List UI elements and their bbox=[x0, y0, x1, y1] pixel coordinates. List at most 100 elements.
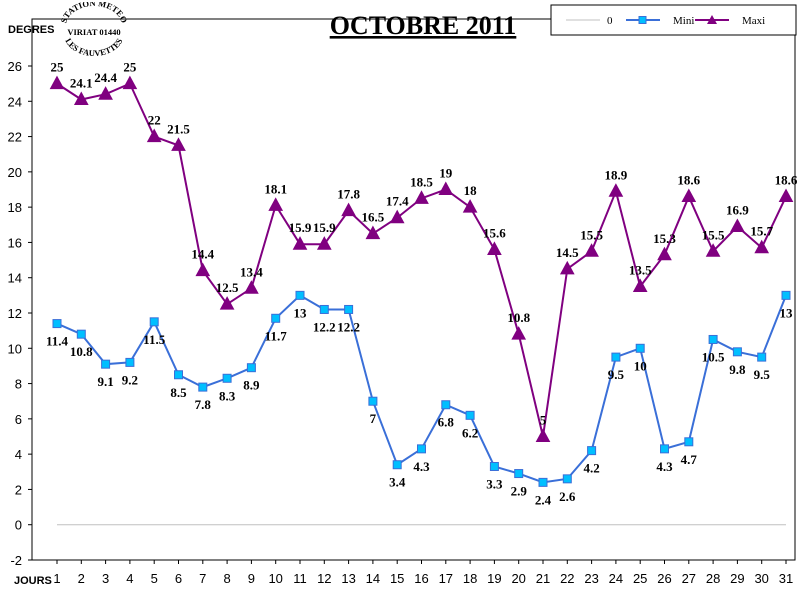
mini-marker bbox=[222, 373, 232, 383]
maxi-marker bbox=[608, 183, 624, 197]
mini-data-label: 12.2 bbox=[337, 319, 360, 334]
maxi-data-label: 15.6 bbox=[483, 225, 506, 240]
maxi-data-label: 12.5 bbox=[216, 280, 239, 295]
x-tick-label: 27 bbox=[682, 571, 696, 586]
x-tick-label: 12 bbox=[317, 571, 331, 586]
mini-marker bbox=[489, 461, 499, 471]
maxi-data-label: 16.9 bbox=[726, 203, 749, 218]
legend-marker bbox=[707, 15, 717, 24]
maxi-marker bbox=[462, 199, 478, 213]
mini-data-label: 10.5 bbox=[702, 349, 725, 364]
x-tick-label: 31 bbox=[779, 571, 793, 586]
y-tick-label: 12 bbox=[8, 306, 22, 321]
maxi-marker bbox=[146, 128, 162, 143]
mini-series-line bbox=[56, 294, 787, 484]
mini-data-label: 8.9 bbox=[243, 378, 260, 393]
mini-marker bbox=[101, 359, 111, 369]
x-tick-label: 20 bbox=[511, 571, 525, 586]
maxi-marker bbox=[754, 239, 770, 254]
mini-marker bbox=[246, 363, 256, 373]
x-tick-label: 8 bbox=[223, 571, 230, 586]
maxi-data-label: 17.4 bbox=[386, 194, 409, 209]
mini-marker bbox=[514, 469, 524, 479]
y-tick-label: 18 bbox=[8, 200, 22, 215]
legend-label: Mini bbox=[673, 15, 694, 27]
mini-data-label: 4.2 bbox=[583, 461, 599, 476]
mini-marker bbox=[319, 304, 329, 314]
mini-data-label: 13 bbox=[780, 305, 794, 320]
x-tick-label: 24 bbox=[609, 571, 623, 586]
maxi-data-label: 18.6 bbox=[775, 173, 798, 188]
x-tick-label: 6 bbox=[175, 571, 182, 586]
legend-marker bbox=[638, 16, 647, 24]
maxi-marker bbox=[122, 75, 138, 90]
y-tick-label: 10 bbox=[8, 341, 22, 356]
y-tick-label: 0 bbox=[15, 518, 22, 533]
y-tick-label: 14 bbox=[8, 271, 22, 286]
mini-marker bbox=[149, 317, 159, 327]
maxi-marker bbox=[438, 181, 454, 195]
mini-data-label: 7 bbox=[370, 411, 377, 426]
mini-data-label: 9.2 bbox=[122, 372, 138, 387]
x-tick-label: 5 bbox=[151, 571, 158, 586]
x-tick-label: 21 bbox=[536, 571, 550, 586]
x-tick-label: 4 bbox=[126, 571, 133, 586]
mini-marker bbox=[295, 290, 305, 300]
maxi-marker bbox=[559, 260, 575, 275]
mini-data-label: 11.7 bbox=[265, 328, 288, 343]
mini-data-label: 12.2 bbox=[313, 319, 336, 334]
x-tick-label: 30 bbox=[754, 571, 768, 586]
mini-marker bbox=[465, 410, 475, 420]
mini-data-label: 4.3 bbox=[413, 459, 430, 474]
maxi-marker bbox=[268, 197, 284, 211]
maxi-data-label: 21.5 bbox=[167, 121, 190, 136]
station-logo: STATION METEO VIRIAT 01440 LES FAUVETTES bbox=[58, 2, 129, 58]
mini-marker bbox=[344, 304, 354, 314]
maxi-data-label: 13.5 bbox=[629, 263, 652, 278]
mini-marker bbox=[684, 437, 694, 447]
maxi-series-line bbox=[56, 82, 787, 437]
maxi-marker bbox=[414, 190, 429, 204]
x-tick-label: 23 bbox=[584, 571, 598, 586]
mini-data-label: 3.4 bbox=[389, 475, 406, 490]
x-axis-label: JOURS bbox=[14, 575, 52, 587]
mini-marker bbox=[635, 343, 645, 353]
maxi-data-label: 15.9 bbox=[313, 220, 336, 235]
x-tick-label: 9 bbox=[248, 571, 255, 586]
maxi-data-label: 16.5 bbox=[362, 210, 385, 225]
mini-data-label: 2.9 bbox=[511, 484, 528, 499]
maxi-marker bbox=[292, 236, 308, 250]
mini-marker bbox=[781, 290, 791, 300]
mini-marker bbox=[174, 370, 183, 380]
x-tick-label: 19 bbox=[487, 571, 501, 586]
mini-data-label: 9.5 bbox=[608, 367, 625, 382]
maxi-marker bbox=[389, 209, 405, 224]
x-tick-label: 10 bbox=[268, 571, 282, 586]
svg-text:STATION METEO: STATION METEO bbox=[58, 2, 129, 25]
maxi-marker bbox=[584, 243, 599, 257]
maxi-data-label: 15.9 bbox=[289, 220, 312, 235]
y-tick-label: 20 bbox=[8, 165, 22, 180]
y-axis-label: DEGRES bbox=[8, 24, 54, 36]
maxi-marker bbox=[511, 326, 527, 340]
chart-title: OCTOBRE 2011 bbox=[330, 11, 517, 40]
maxi-data-label: 25 bbox=[51, 60, 65, 75]
maxi-marker bbox=[705, 243, 721, 257]
maxi-marker bbox=[219, 296, 235, 310]
legend-label: Maxi bbox=[742, 15, 765, 27]
mini-data-label: 10 bbox=[634, 358, 647, 373]
mini-marker bbox=[441, 400, 451, 410]
mini-data-label: 10.8 bbox=[70, 344, 93, 359]
mini-data-label: 2.4 bbox=[535, 492, 552, 507]
y-tick-label: 6 bbox=[15, 412, 22, 427]
maxi-data-label: 25 bbox=[123, 60, 137, 75]
mini-data-label: 3.3 bbox=[486, 476, 503, 491]
maxi-marker bbox=[365, 225, 381, 240]
mini-marker bbox=[198, 382, 208, 392]
mini-data-label: 13 bbox=[294, 305, 308, 320]
x-tick-label: 16 bbox=[414, 571, 428, 586]
maxi-data-label: 14.4 bbox=[191, 247, 214, 262]
maxi-data-label: 18.6 bbox=[677, 173, 700, 188]
mini-marker bbox=[611, 352, 621, 362]
mini-data-label: 11.4 bbox=[46, 334, 69, 349]
